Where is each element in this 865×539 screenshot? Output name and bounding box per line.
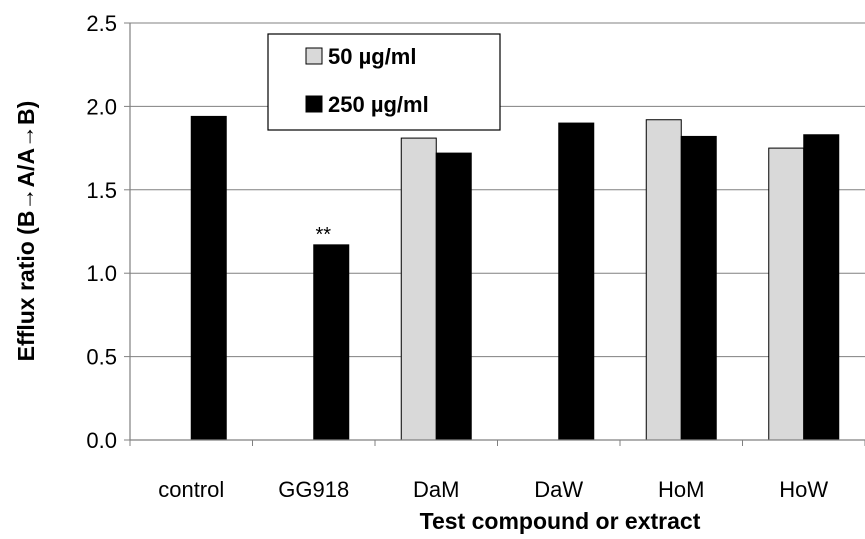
y-tick-label: 0.5 [86, 345, 117, 370]
bars [190, 115, 840, 441]
y-tick-label: 2.5 [86, 11, 117, 36]
bar-how-50 [768, 147, 805, 441]
legend-swatch-250 [305, 95, 323, 113]
x-tick-label: HoW [779, 477, 828, 502]
bar-daw-250 [558, 122, 595, 441]
x-tick-label: HoM [658, 477, 704, 502]
y-tick-label: 0.0 [86, 428, 117, 453]
bar-hom-50 [645, 119, 682, 441]
y-tick-label: 2.0 [86, 94, 117, 119]
x-tick-label: DaW [534, 477, 583, 502]
legend-swatch-50 [305, 47, 323, 65]
legend-label-50: 50 µg/ml [328, 44, 416, 69]
x-tick-label: GG918 [278, 477, 349, 502]
y-tick-label: 1.0 [86, 261, 117, 286]
bar-control-250 [190, 115, 227, 441]
y-axis-title: Efflux ratio (B→A/A→B) [13, 101, 39, 362]
x-tick-label: control [158, 477, 224, 502]
bar-gg918-250 [313, 244, 350, 441]
gridlines [130, 22, 865, 358]
x-tick-label: DaM [413, 477, 459, 502]
legend-box [267, 33, 501, 131]
axes [124, 22, 865, 446]
bar-dam-250 [435, 152, 472, 441]
legend: 50 µg/ml 250 µg/ml [267, 33, 501, 131]
legend-label-250: 250 µg/ml [328, 92, 429, 117]
bar-dam-50 [400, 137, 437, 441]
y-tick-labels: 0.0 0.5 1.0 1.5 2.0 2.5 [86, 11, 117, 453]
bar-hom-250 [680, 135, 717, 441]
significance-annotation: ** [315, 224, 331, 246]
x-axis-title: Test compound or extract [420, 508, 701, 534]
y-tick-label: 1.5 [86, 178, 117, 203]
x-tick-labels: control GG918 DaM DaW HoM HoW [158, 477, 828, 502]
bar-how-250 [803, 134, 840, 441]
annotations: ** [315, 224, 331, 246]
